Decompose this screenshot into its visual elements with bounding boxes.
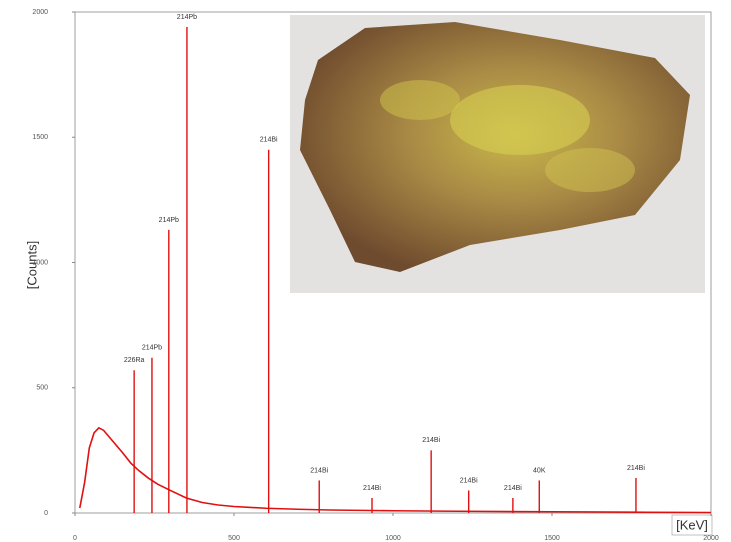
x-tick-label: 2000 (703, 535, 719, 542)
y-tick-label: 2000 (32, 9, 48, 16)
peak-label: 214Bi (260, 137, 278, 144)
y-axis-label: [Counts] (24, 241, 39, 289)
y-tick-label: 1500 (32, 134, 48, 141)
x-label-box (671, 514, 713, 536)
rock-mineral (380, 80, 460, 120)
peak-label: 214Pb (159, 217, 179, 224)
x-tick-label: 0 (73, 535, 77, 542)
peak-label: 226Ra (124, 357, 145, 364)
x-tick-label: 500 (228, 535, 240, 542)
peak-label: 214Bi (422, 437, 440, 444)
peak-label: 214Bi (504, 485, 522, 492)
peak-label: 214Bi (460, 477, 478, 484)
peak-label: 40K (533, 467, 546, 474)
y-tick-label: 0 (44, 510, 48, 517)
x-tick-label: 1000 (385, 535, 401, 542)
peak-label: 214Bi (310, 467, 328, 474)
peak-label: 214Pb (177, 14, 197, 21)
photo-inset (290, 15, 705, 293)
peak-label: 214Pb (142, 345, 162, 352)
y-tick-label: 1000 (32, 259, 48, 266)
peak-label: 214Bi (627, 465, 645, 472)
rock-mineral (545, 148, 635, 192)
peak-label: 214Bi (363, 485, 381, 492)
x-tick-label: 1500 (544, 535, 560, 542)
rock-mineral (450, 85, 590, 155)
spectrum-continuum (78, 426, 712, 514)
x-axis-label: [KeV] (676, 517, 708, 532)
y-tick-label: 500 (36, 385, 48, 392)
